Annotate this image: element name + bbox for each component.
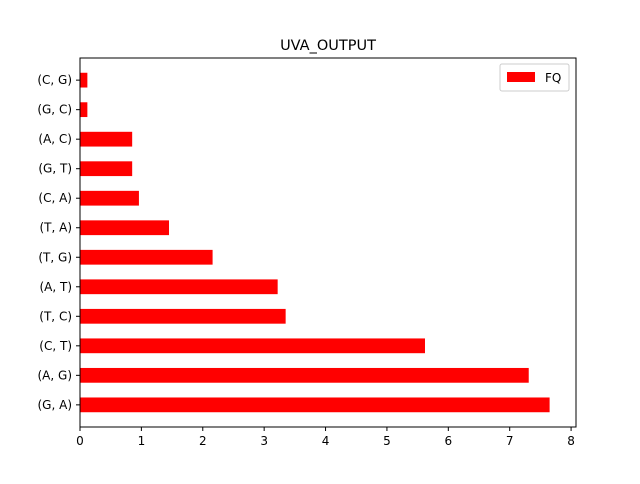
bar [80,72,88,88]
y-tick-label: (G, A) [38,398,73,412]
bar [80,131,133,147]
bar [80,161,133,177]
bar [80,190,139,206]
legend-swatch [507,72,535,82]
y-tick-label: (T, A) [39,221,72,235]
y-tick-label: (A, C) [38,132,72,146]
y-tick-label: (T, C) [39,309,72,323]
x-axis: 0 1 2 3 4 5 6 7 8 [76,427,575,448]
y-axis: (G, A) (A, G) (C, T) (T, C) (A, T) (T, G) (T, … [37,73,80,412]
bar [80,102,88,118]
legend: FQ [499,63,570,92]
x-tick-label: 8 [567,434,575,448]
y-tick-label: (C, T) [39,339,72,353]
x-tick-label: 1 [138,434,146,448]
x-tick-label: 2 [199,434,207,448]
bar [80,308,286,324]
x-tick-label: 0 [76,434,84,448]
bar [80,397,550,413]
bar [80,338,425,354]
legend-label: FQ [545,71,561,85]
x-tick-label: 3 [260,434,268,448]
x-tick-label: 4 [322,434,330,448]
y-tick-label: (C, G) [37,73,72,87]
plot-frame [79,57,577,428]
x-tick-label: 5 [383,434,391,448]
y-tick-label: (A, T) [39,280,72,294]
bar [80,279,278,295]
chart-title: UVA_OUTPUT [280,38,376,54]
bar [80,249,213,265]
y-tick-label: (G, C) [37,103,72,117]
y-tick-label: (T, G) [38,250,72,264]
y-tick-label: (G, T) [38,162,72,176]
x-tick-label: 7 [506,434,514,448]
bar [80,367,529,383]
y-tick-label: (A, G) [38,368,73,382]
bar [80,220,170,236]
y-tick-label: (C, A) [38,191,72,205]
x-tick-label: 6 [444,434,452,448]
bars-layer [80,72,550,413]
